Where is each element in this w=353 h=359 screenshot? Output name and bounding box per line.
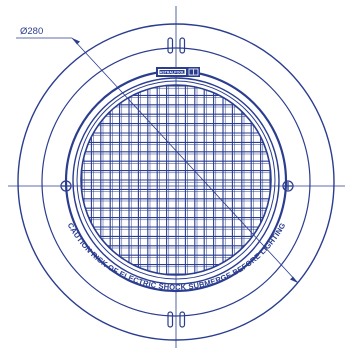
dimension-arrow-top — [72, 38, 80, 45]
lens-outer-edge — [76, 80, 276, 280]
dimension-arrow-bottom — [290, 276, 298, 283]
lens-edge — [80, 84, 272, 276]
rim-ring — [41, 47, 311, 317]
brand-badge-text: ASTRALPOOL — [160, 70, 186, 74]
screw-slot-icon — [282, 180, 294, 192]
diameter-label: Ø280 — [20, 26, 43, 37]
bezel-inner-ring — [72, 77, 280, 285]
outer-ring — [17, 23, 335, 341]
brand-badge: ASTRALPOOL — [156, 67, 200, 77]
dimension-line — [71, 37, 299, 284]
vent-slot-icon — [167, 37, 186, 54]
vent-slot-icon — [167, 311, 186, 328]
diameter-dimension: Ø280 — [16, 26, 299, 284]
screw-slot-icon — [60, 180, 72, 192]
